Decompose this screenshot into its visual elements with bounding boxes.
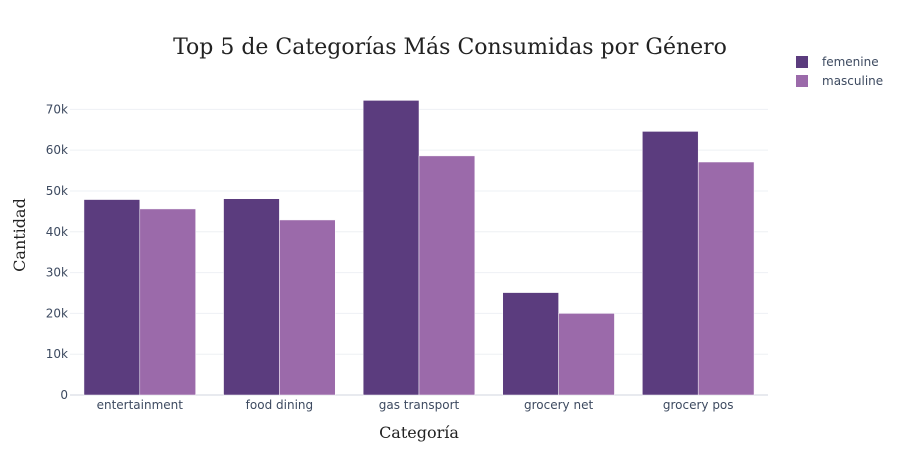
- x-tick-label: grocery pos: [663, 398, 734, 412]
- x-tick-label: grocery net: [524, 398, 593, 412]
- bar-masculine-entertainment[interactable]: [139, 208, 196, 396]
- legend-swatch-masculine[interactable]: [796, 75, 808, 87]
- legend[interactable]: femenine masculine: [796, 55, 883, 88]
- y-axis-title: Cantidad: [10, 198, 29, 272]
- x-tick-label: entertainment: [97, 398, 184, 412]
- x-tick-label: food dining: [246, 398, 313, 412]
- bar-masculine-gas-transport[interactable]: [418, 155, 476, 396]
- y-tick-label: 60k: [46, 143, 68, 157]
- bar-femenine-grocery-pos[interactable]: [642, 131, 699, 396]
- bar-masculine-grocery-pos[interactable]: [697, 161, 755, 396]
- y-tick-label: 10k: [46, 347, 68, 361]
- bar-masculine-grocery-net[interactable]: [558, 313, 615, 396]
- y-tick-label: 50k: [46, 184, 68, 198]
- chart-title: Top 5 de Categorías Más Consumidas por G…: [173, 35, 727, 60]
- x-axis-ticks: entertainment food dining gas transport gro…: [97, 398, 734, 412]
- bar-femenine-gas-transport[interactable]: [362, 100, 420, 396]
- y-tick-label: 20k: [46, 306, 68, 320]
- legend-swatch-femenine[interactable]: [796, 56, 808, 68]
- y-axis-ticks: 0 10k 20k 30k 40k 50k 60k 70k: [46, 102, 68, 402]
- y-tick-label: 40k: [46, 225, 68, 239]
- y-tick-label: 30k: [46, 266, 68, 280]
- bar-masculine-food-dining[interactable]: [279, 219, 336, 396]
- legend-label-masculine[interactable]: masculine: [822, 74, 883, 88]
- bar-femenine-food-dining[interactable]: [223, 198, 280, 396]
- y-tick-label: 0: [60, 388, 68, 402]
- x-axis-title: Categoría: [379, 423, 459, 442]
- legend-label-femenine[interactable]: femenine: [822, 55, 879, 69]
- y-tick-label: 70k: [46, 102, 68, 116]
- x-tick-label: gas transport: [379, 398, 460, 412]
- bars: [83, 100, 755, 396]
- bar-femenine-entertainment[interactable]: [83, 199, 141, 396]
- bar-femenine-grocery-net[interactable]: [502, 292, 559, 396]
